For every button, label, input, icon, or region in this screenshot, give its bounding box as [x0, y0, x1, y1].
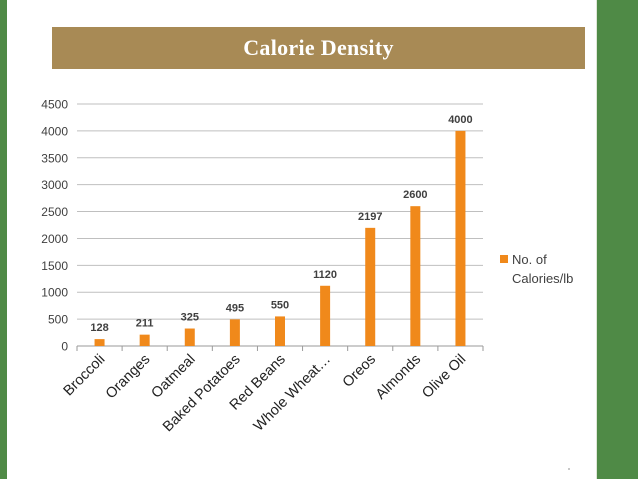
bar	[320, 285, 331, 346]
y-tick-label: 3000	[41, 178, 68, 192]
data-label: 2600	[403, 189, 427, 201]
legend-label: No. of	[512, 252, 547, 267]
bar	[365, 227, 376, 346]
data-label: 2197	[358, 211, 382, 223]
bar	[229, 319, 240, 346]
bar	[94, 339, 105, 346]
data-label: 325	[181, 312, 199, 324]
bar	[139, 334, 150, 346]
y-tick-label: 4500	[41, 98, 68, 112]
data-label: 495	[226, 302, 244, 314]
data-label: 211	[136, 318, 154, 330]
data-label: 550	[271, 299, 289, 311]
slide-number-mark	[568, 468, 570, 470]
y-tick-label: 3500	[41, 151, 68, 165]
slide-title: Calorie Density	[243, 35, 394, 60]
bar	[184, 328, 195, 346]
x-category-label: Olive Oil	[419, 352, 469, 402]
y-tick-label: 1500	[41, 259, 68, 273]
y-tick-label: 4000	[41, 124, 68, 138]
y-tick-label: 500	[48, 313, 68, 327]
bar	[410, 206, 421, 346]
legend: No. of Calories/lb	[500, 252, 573, 286]
x-category-label: Broccoli	[61, 352, 109, 400]
y-axis-ticks: 0 500 1000 1500 2000 2500 3000 3500 4000 4500	[41, 98, 68, 354]
legend-label: Calories/lb	[512, 271, 573, 286]
y-tick-label: 1000	[41, 286, 68, 300]
legend-swatch	[500, 255, 508, 263]
x-category-label: Whole Wheat…	[251, 352, 334, 435]
bars	[94, 130, 466, 346]
x-category-label: Oranges	[103, 352, 154, 403]
right-frame-bar	[597, 0, 638, 479]
bar	[275, 316, 285, 346]
x-category-label: Baked Potatoes	[160, 352, 244, 436]
gridlines	[76, 103, 484, 351]
y-tick-label: 0	[61, 340, 68, 354]
left-frame-bar	[0, 0, 7, 479]
y-tick-label: 2500	[41, 205, 68, 219]
right-frame-divider	[596, 0, 597, 479]
data-label: 4000	[448, 114, 472, 126]
title-band: Calorie Density	[52, 27, 585, 69]
data-label: 128	[90, 322, 108, 334]
bar	[455, 130, 466, 346]
x-category-label: Oreos	[340, 352, 379, 391]
x-category-label: Almonds	[373, 352, 424, 403]
data-label: 1120	[313, 269, 337, 281]
data-labels: 128 211 325 495 550 1120 2197 2600 4000	[90, 114, 472, 334]
y-tick-label: 2000	[41, 232, 68, 246]
